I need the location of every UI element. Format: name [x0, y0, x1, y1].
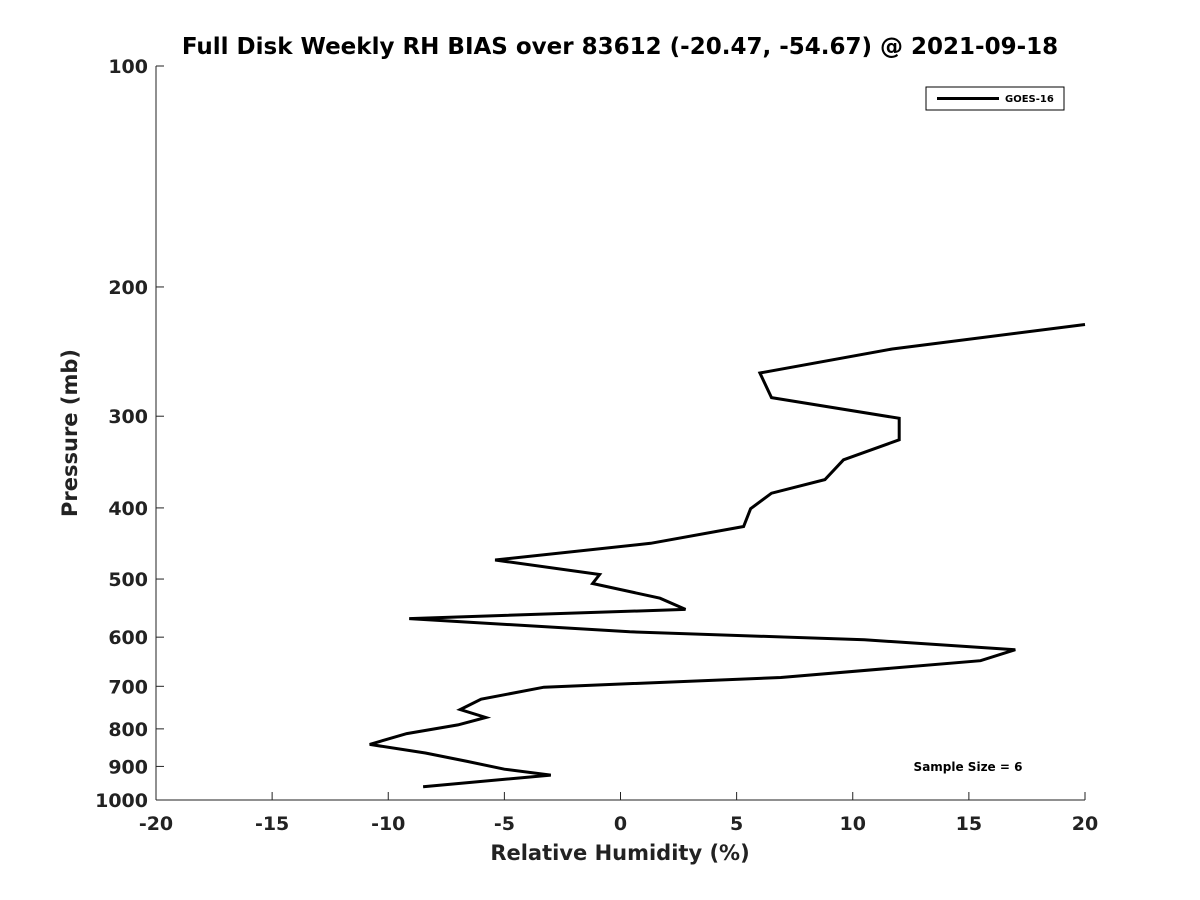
- x-axis-label: Relative Humidity (%): [490, 841, 749, 865]
- y-tick-label: 1000: [95, 790, 148, 812]
- x-tick-label: 0: [614, 813, 627, 835]
- y-tick-label: 700: [108, 676, 148, 698]
- x-tick-label: 10: [840, 813, 866, 835]
- y-axis-label: Pressure (mb): [58, 349, 82, 517]
- x-axis-ticks: -20 -15 -10 -5 0 5 10 15 20: [139, 792, 1098, 835]
- y-tick-label: 200: [108, 277, 148, 299]
- series-line-goes16: [369, 323, 1086, 789]
- chart-title: Full Disk Weekly RH BIAS over 83612 (-20…: [182, 34, 1058, 60]
- axes: [155, 66, 1085, 801]
- x-tick-label: 20: [1072, 813, 1098, 835]
- y-tick-label: 300: [108, 406, 148, 428]
- sample-size-note: Sample Size = 6: [914, 760, 1023, 774]
- x-tick-label: -5: [494, 813, 515, 835]
- y-tick-label: 800: [108, 719, 148, 741]
- legend: GOES-16: [925, 86, 1065, 111]
- y-tick-label: 100: [108, 56, 148, 78]
- y-tick-label: 500: [108, 569, 148, 591]
- x-tick-label: -10: [371, 813, 405, 835]
- y-tick-label: 600: [108, 627, 148, 649]
- y-tick-label: 400: [108, 498, 148, 520]
- x-tick-label: -20: [139, 813, 173, 835]
- y-tick-label: 900: [108, 756, 148, 778]
- x-tick-label: -15: [255, 813, 289, 835]
- y-axis-ticks: 100 200 300 400 500 600 700 800 900 1000: [95, 56, 164, 812]
- legend-label-goes16: GOES-16: [1005, 94, 1054, 105]
- x-tick-label: 5: [730, 813, 743, 835]
- x-tick-label: 15: [956, 813, 982, 835]
